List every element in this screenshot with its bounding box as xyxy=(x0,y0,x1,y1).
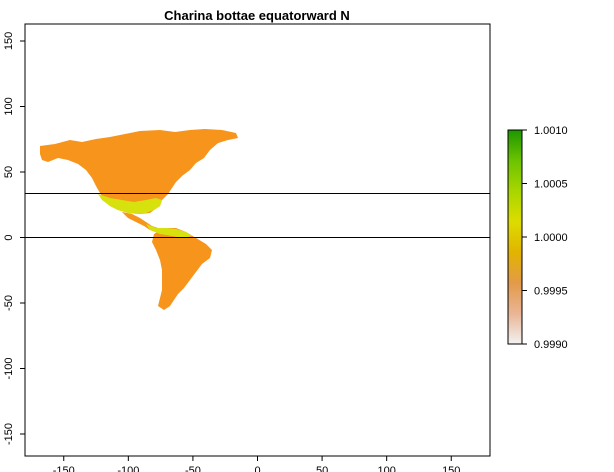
y-tick-label: -100 xyxy=(3,357,15,379)
y-axis: 150 100 50 0 -50 -100 -150 xyxy=(3,32,25,445)
y-tick-label: 50 xyxy=(3,166,15,178)
legend-colorbar xyxy=(507,129,523,345)
y-tick-label: 100 xyxy=(3,97,15,115)
legend-tick-label: 1.0000 xyxy=(534,232,568,244)
legend-tick-label: 0.9995 xyxy=(534,286,568,298)
south-america-landmass xyxy=(152,228,212,310)
x-tick-label: -50 xyxy=(185,465,201,472)
x-tick-label: 50 xyxy=(316,465,328,472)
legend-tick-label: 1.0010 xyxy=(534,125,568,137)
legend-tick-label: 1.0005 xyxy=(534,179,568,191)
x-tick-label: 0 xyxy=(254,465,260,472)
x-axis: -150 -100 -50 0 50 100 150 xyxy=(53,456,460,472)
y-tick-label: 0 xyxy=(3,234,15,240)
arctic-islands xyxy=(180,130,236,146)
range-band-north xyxy=(98,194,162,214)
x-tick-label: 150 xyxy=(442,465,460,472)
x-tick-label: 100 xyxy=(377,465,395,472)
range-band-central xyxy=(146,224,192,238)
land-raster xyxy=(40,129,238,310)
y-tick-label: 150 xyxy=(3,32,15,50)
legend-tick-label: 0.9990 xyxy=(534,339,568,351)
reference-lines xyxy=(25,193,490,238)
plot-frame xyxy=(24,23,491,457)
x-tick-label: -150 xyxy=(53,465,75,472)
legend: 1.0010 1.0005 1.0000 0.9995 0.9990 xyxy=(507,125,568,351)
north-america-landmass xyxy=(40,129,238,214)
y-tick-label: -50 xyxy=(3,295,15,311)
x-tick-label: -100 xyxy=(117,465,139,472)
y-tick-label: -150 xyxy=(3,423,15,445)
map-title: Charina bottae equatorward N xyxy=(164,8,350,23)
